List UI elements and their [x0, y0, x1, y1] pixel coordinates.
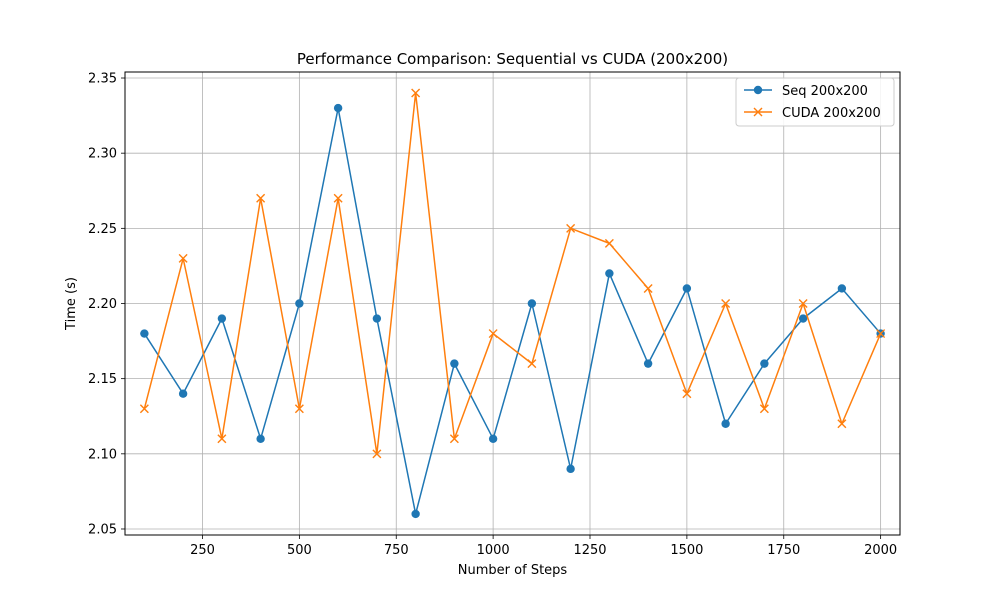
data-point-cuda — [876, 329, 886, 339]
legend-label-cuda: CUDA 200x200 — [782, 106, 881, 121]
data-point-seq — [450, 359, 459, 368]
data-point-cuda — [139, 404, 149, 414]
y-tick-label: 2.05 — [88, 522, 117, 537]
data-point-seq — [566, 464, 575, 474]
series-line-seq — [143, 107, 882, 515]
y-tick-label: 2.25 — [88, 222, 117, 237]
data-point-cuda — [643, 283, 653, 293]
data-point-seq — [837, 284, 847, 293]
data-point-cuda — [217, 434, 227, 444]
data-point-cuda — [759, 404, 769, 414]
data-point-cuda — [527, 359, 537, 369]
y-tick-label: 2.30 — [88, 147, 117, 162]
data-point-cuda — [411, 88, 421, 98]
data-point-cuda — [604, 238, 614, 248]
x-tick-label: 1000 — [477, 543, 510, 558]
data-point-cuda — [333, 193, 343, 203]
data-point-cuda — [372, 449, 382, 459]
series-layer — [139, 88, 886, 519]
x-tick-label: 2000 — [864, 543, 897, 558]
y-tick-label: 2.10 — [88, 447, 117, 462]
data-point-seq — [643, 359, 653, 368]
series-line-cuda — [143, 92, 882, 455]
x-tick-label: 500 — [287, 543, 312, 558]
data-point-seq — [605, 269, 614, 278]
y-tick-label: 2.20 — [88, 297, 117, 312]
x-axis-label: Number of Steps — [458, 563, 568, 578]
y-tick-label: 2.35 — [88, 72, 117, 87]
chart-title: Performance Comparison: Sequential vs CU… — [297, 50, 728, 68]
data-point-cuda — [837, 419, 847, 429]
data-point-seq — [760, 359, 769, 368]
x-tick-label: 750 — [384, 543, 409, 558]
grid-lines — [125, 72, 900, 535]
legend-label-seq: Seq 200x200 — [782, 84, 868, 99]
legend-marker-seq — [753, 85, 763, 95]
data-point-seq — [798, 314, 808, 323]
data-point-seq — [333, 103, 343, 113]
legend-marker-cuda — [753, 107, 763, 117]
x-tick-label: 1750 — [767, 543, 800, 558]
data-point-seq — [178, 389, 188, 398]
legend: Seq 200x200 CUDA 200x200 — [735, 77, 895, 127]
data-point-seq — [140, 329, 149, 338]
data-point-seq — [721, 419, 730, 428]
x-tick-label: 1250 — [573, 543, 606, 558]
data-point-cuda — [294, 404, 304, 414]
data-point-cuda — [488, 329, 498, 339]
data-point-seq — [411, 509, 420, 519]
data-point-cuda — [256, 193, 266, 203]
x-tick-label: 1500 — [670, 543, 703, 558]
data-point-cuda — [798, 299, 808, 308]
axis-ticks: 250 500 750 1000 1250 1500 1750 2000 2.05 2.10 2.1… — [88, 72, 897, 558]
y-axis-label: Time (s) — [64, 277, 79, 331]
x-tick-label: 250 — [190, 543, 215, 558]
data-point-seq — [488, 434, 498, 443]
data-point-seq — [295, 299, 304, 308]
data-point-cuda — [682, 389, 692, 399]
data-point-cuda — [449, 434, 459, 444]
data-point-cuda — [178, 253, 188, 263]
data-point-cuda — [721, 299, 731, 308]
data-point-cuda — [566, 223, 576, 233]
data-point-seq — [217, 314, 227, 323]
legend-box — [735, 77, 895, 127]
data-point-seq — [682, 284, 692, 293]
data-point-seq — [256, 434, 265, 443]
data-point-seq — [372, 314, 382, 323]
y-tick-label: 2.15 — [88, 372, 117, 387]
data-point-seq — [527, 299, 537, 308]
